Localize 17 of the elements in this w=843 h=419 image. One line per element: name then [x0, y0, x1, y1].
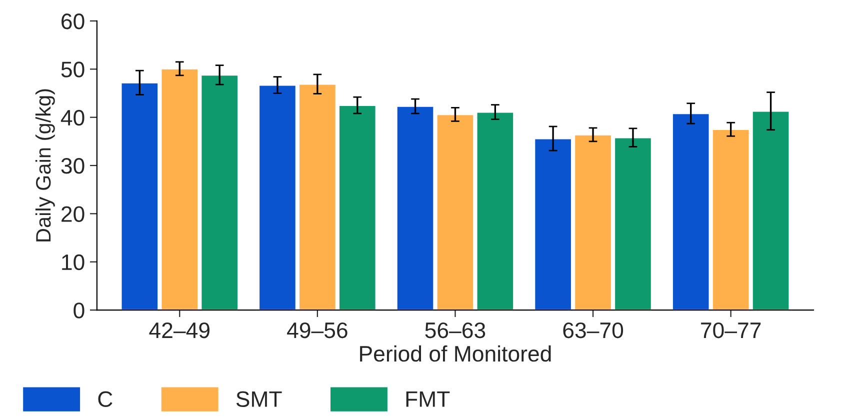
y-tick-label: 40: [60, 110, 84, 126]
y-tick-label: 30: [61, 158, 84, 174]
x-tick-label: 70–77: [701, 322, 761, 338]
x-tick-label: 42–49: [149, 322, 210, 338]
y-tick-label: 50: [61, 62, 84, 78]
y-tick-label: 0: [74, 302, 84, 318]
legend-label: SMT: [236, 391, 282, 407]
y-axis-title: Daily Gain (g/kg): [35, 89, 55, 242]
x-tick-label: 63–70: [563, 322, 624, 338]
x-axis-title: Period of Monitored: [360, 345, 551, 362]
y-tick-label: 10: [62, 254, 84, 270]
legend-label: FMT: [406, 391, 450, 407]
y-tick-label: 20: [62, 206, 84, 222]
y-tick-label: 60: [62, 13, 84, 30]
x-tick-label: 56–63: [425, 322, 486, 338]
x-tick-label: 49–56: [287, 322, 348, 338]
legend-label: C: [98, 391, 112, 407]
